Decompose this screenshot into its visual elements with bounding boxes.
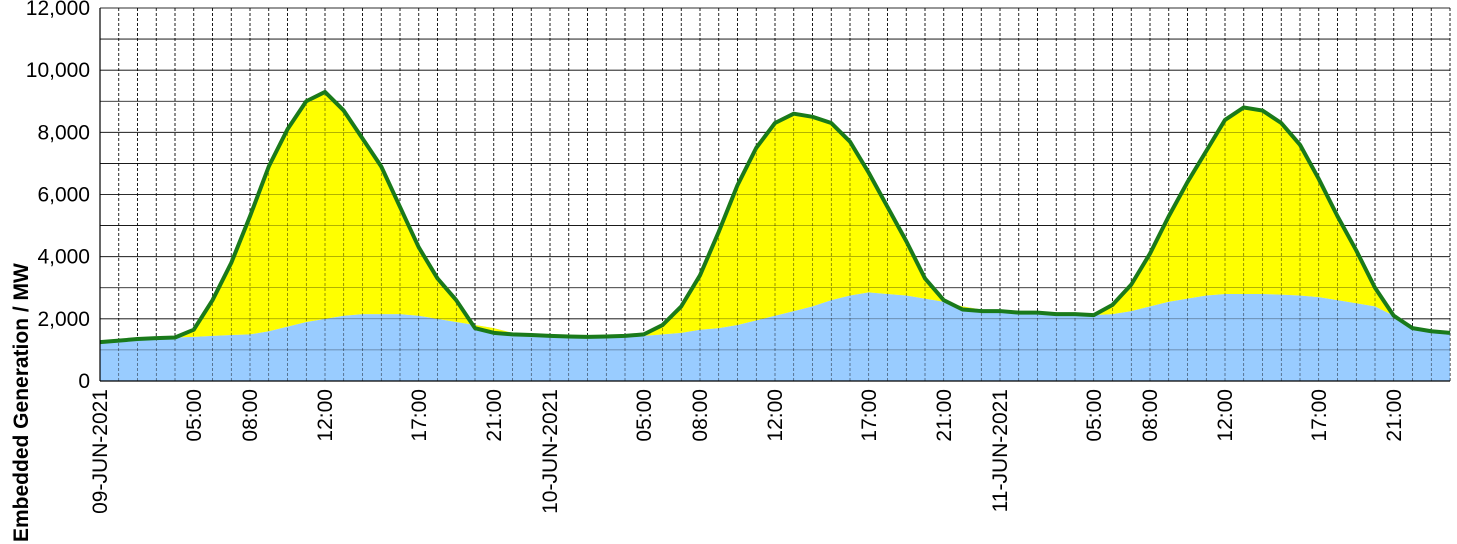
x-tick-label: 05:00 [1083,389,1106,442]
x-tick-label: 12:00 [764,389,787,442]
y-axis-label: Embedded Generation / MW [10,263,33,542]
x-tick-label: 21:00 [933,389,956,442]
x-tick-labels: 09-JUN-2021 05:00 08:00 12:00 17:00 21:00 10-J… [89,389,1406,514]
grid-overlay [99,7,1451,381]
x-tick-label: 17:00 [408,389,431,442]
y-tick-label: 0 [78,370,90,393]
y-tick-label: 2,000 [37,308,90,331]
x-tick-label: 08:00 [689,389,712,442]
x-tick-label: 17:00 [858,389,881,442]
x-tick-label: 05:00 [183,389,206,442]
x-tick-label: 11-JUN-2021 [989,389,1012,512]
y-tick-label: 12,000 [26,0,90,20]
total-generation-line [99,89,1451,345]
x-tick-label: 05:00 [633,389,656,442]
x-tick-label: 12:00 [314,389,337,442]
x-tick-label: 21:00 [1383,389,1406,442]
axes [99,8,1450,382]
y-tick-label: 6,000 [37,184,90,207]
y-tick-label: 10,000 [26,59,90,82]
x-tick-label: 21:00 [483,389,506,442]
x-tick-label: 08:00 [239,389,262,442]
x-tick-label: 08:00 [1139,389,1162,442]
x-tick-label: 12:00 [1214,389,1237,442]
y-tick-label: 8,000 [37,121,90,144]
y-tick-labels: 0 2,000 4,000 6,000 8,000 10,000 12,000 [26,0,90,393]
y-tick-label: 4,000 [37,246,90,269]
x-tick-label: 09-JUN-2021 [89,389,112,514]
x-tick-label: 10-JUN-2021 [539,389,562,514]
x-tick-label: 17:00 [1308,389,1331,442]
